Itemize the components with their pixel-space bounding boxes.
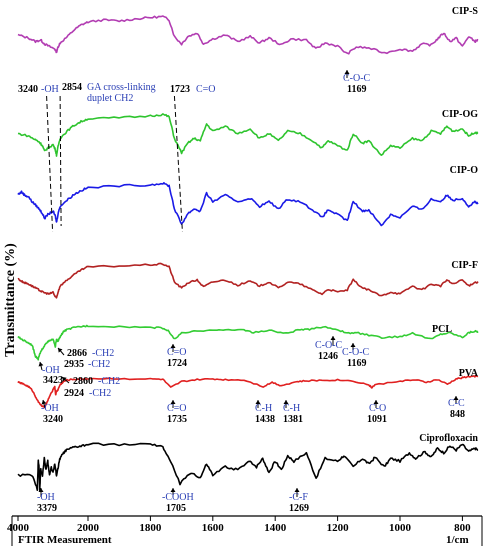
- ann-1169-cips: 1169: [347, 84, 366, 95]
- peak-arrowhead-2: [350, 343, 356, 347]
- x-ticks: 4000 2000 1800 1600 1400 1200 1000 800: [7, 516, 471, 534]
- x-tick-label-1000: 1000: [389, 522, 412, 534]
- peak-arrowhead-1: [330, 336, 336, 340]
- ann-oh-pcl: -OH: [42, 365, 60, 376]
- ann-cooh: -COOH: [162, 492, 194, 503]
- ann-3240-top: 3240: [18, 84, 38, 95]
- ann-coc-1246: C-O-C: [315, 340, 343, 351]
- peak-arrowhead-4: [170, 400, 176, 404]
- ann-1269: 1269: [289, 503, 309, 514]
- ann-3423: 3423: [43, 375, 63, 386]
- ann-1091: 1091: [367, 414, 387, 425]
- peak-arrowhead-9: [38, 362, 44, 367]
- x-axis: 4000 2000 1800 1600 1400 1200 1000 800 FTIR Mea…: [7, 515, 483, 546]
- ann-1705: 1705: [166, 503, 186, 514]
- series-line-pva: [17, 374, 479, 409]
- ann-1169-pcl: 1169: [347, 358, 366, 369]
- x-tick-label-1200: 1200: [327, 522, 350, 534]
- ann-3240-pva: 3240: [43, 414, 63, 425]
- series-label-pcl: PCL: [432, 324, 452, 335]
- ann-oh-pva: -OH: [41, 403, 59, 414]
- peak-arrowhead-3: [170, 344, 176, 348]
- series-line-cip-s: [17, 15, 479, 55]
- ann-3379: 3379: [37, 503, 57, 514]
- ann-2866: 2866: [67, 348, 87, 359]
- peak-arrowhead-12: [62, 377, 67, 382]
- ann-2854-top: 2854: [62, 82, 82, 93]
- x-tick-label-2000: 2000: [77, 522, 100, 534]
- ann-ch2-2924: -CH2: [89, 388, 111, 399]
- x-tick-label-1600: 1600: [202, 522, 225, 534]
- guide-line-2854: [59, 95, 62, 227]
- ann-ch-1381: C-H: [283, 403, 300, 414]
- ann-duplet-ch2: duplet CH2: [87, 93, 133, 104]
- ann-ch2-2935: -CH2: [88, 359, 110, 370]
- ann-coc-cips: C-O-C: [343, 73, 371, 84]
- ann-2860: 2860: [73, 376, 93, 387]
- peak-arrowhead-8: [453, 396, 459, 400]
- series-label-pva: PVA: [459, 368, 479, 379]
- series-label-cip-o: CIP-O: [450, 165, 479, 176]
- x-tick-label-1800: 1800: [139, 522, 162, 534]
- series-layer: [17, 15, 479, 492]
- x-axis-unit: 1/cm: [446, 534, 469, 546]
- ann-1246: 1246: [318, 351, 338, 362]
- guide-layer: [38, 70, 459, 497]
- ann-1723-top: 1723: [170, 84, 190, 95]
- ann-co-top: C=O: [196, 84, 216, 95]
- ann-cc-848: C-C: [448, 398, 465, 409]
- ann-2924: 2924: [64, 388, 84, 399]
- x-tick-label-4000: 4000: [7, 522, 30, 534]
- series-label-ciprofloxacin: Ciprofloxacin: [419, 433, 478, 444]
- ann-ch2-2860: -CH2: [98, 376, 120, 387]
- peak-arrowhead-6: [283, 400, 289, 404]
- peak-arrowhead-15: [294, 488, 300, 492]
- ann-coc-1169-pcl: C-O-C: [342, 347, 370, 358]
- x-axis-title: FTIR Measurement: [18, 534, 112, 546]
- ann-ch-1438: C-H: [255, 403, 272, 414]
- annotation-layer: 3240 -OH 2854 GA cross-linking duplet CH…: [18, 73, 465, 514]
- ann-1735: 1735: [167, 414, 187, 425]
- peak-arrowhead-0: [344, 70, 350, 74]
- ann-1438: 1438: [255, 414, 275, 425]
- peak-arrowhead-11: [58, 348, 63, 353]
- ann-ch2-2866: -CH2: [92, 348, 114, 359]
- ann-co-pcl: C=O: [167, 347, 187, 358]
- peak-arrowhead-7: [373, 400, 379, 404]
- series-label-cip-og: CIP-OG: [442, 109, 478, 120]
- x-tick-label-800: 800: [454, 522, 471, 534]
- peak-arrowhead-10: [41, 400, 47, 405]
- ann-2935: 2935: [64, 359, 84, 370]
- ann-848: 848: [450, 409, 465, 420]
- ann-co-1091: C-O: [369, 403, 386, 414]
- x-tick-label-1400: 1400: [264, 522, 287, 534]
- series-label-cip-f: CIP-F: [451, 260, 478, 271]
- y-axis-title: Transmittance (%): [3, 243, 18, 357]
- series-line-pcl: [17, 324, 479, 361]
- ann-1724: 1724: [167, 358, 187, 369]
- series-label-cip-s: CIP-S: [452, 6, 479, 17]
- peak-arrowhead-5: [255, 400, 261, 404]
- ann-1381: 1381: [283, 414, 303, 425]
- ann-co-pva: C=O: [167, 403, 187, 414]
- ann-cf: -C-F: [289, 492, 308, 503]
- guide-line-3240: [46, 95, 54, 233]
- series-line-cip-o: [17, 182, 479, 227]
- ann-oh-cipro: -OH: [37, 492, 55, 503]
- ann-oh-top: -OH: [41, 84, 59, 95]
- series-line-cip-og: [17, 113, 479, 157]
- series-line-ciprofloxacin: [17, 442, 479, 492]
- series-line-cip-f: [17, 262, 479, 299]
- peak-arrowhead-14: [170, 488, 176, 492]
- ann-ga-crosslinking: GA cross-linking: [87, 82, 156, 93]
- peak-arrowhead-13: [38, 488, 44, 492]
- guide-line-1723: [173, 95, 183, 233]
